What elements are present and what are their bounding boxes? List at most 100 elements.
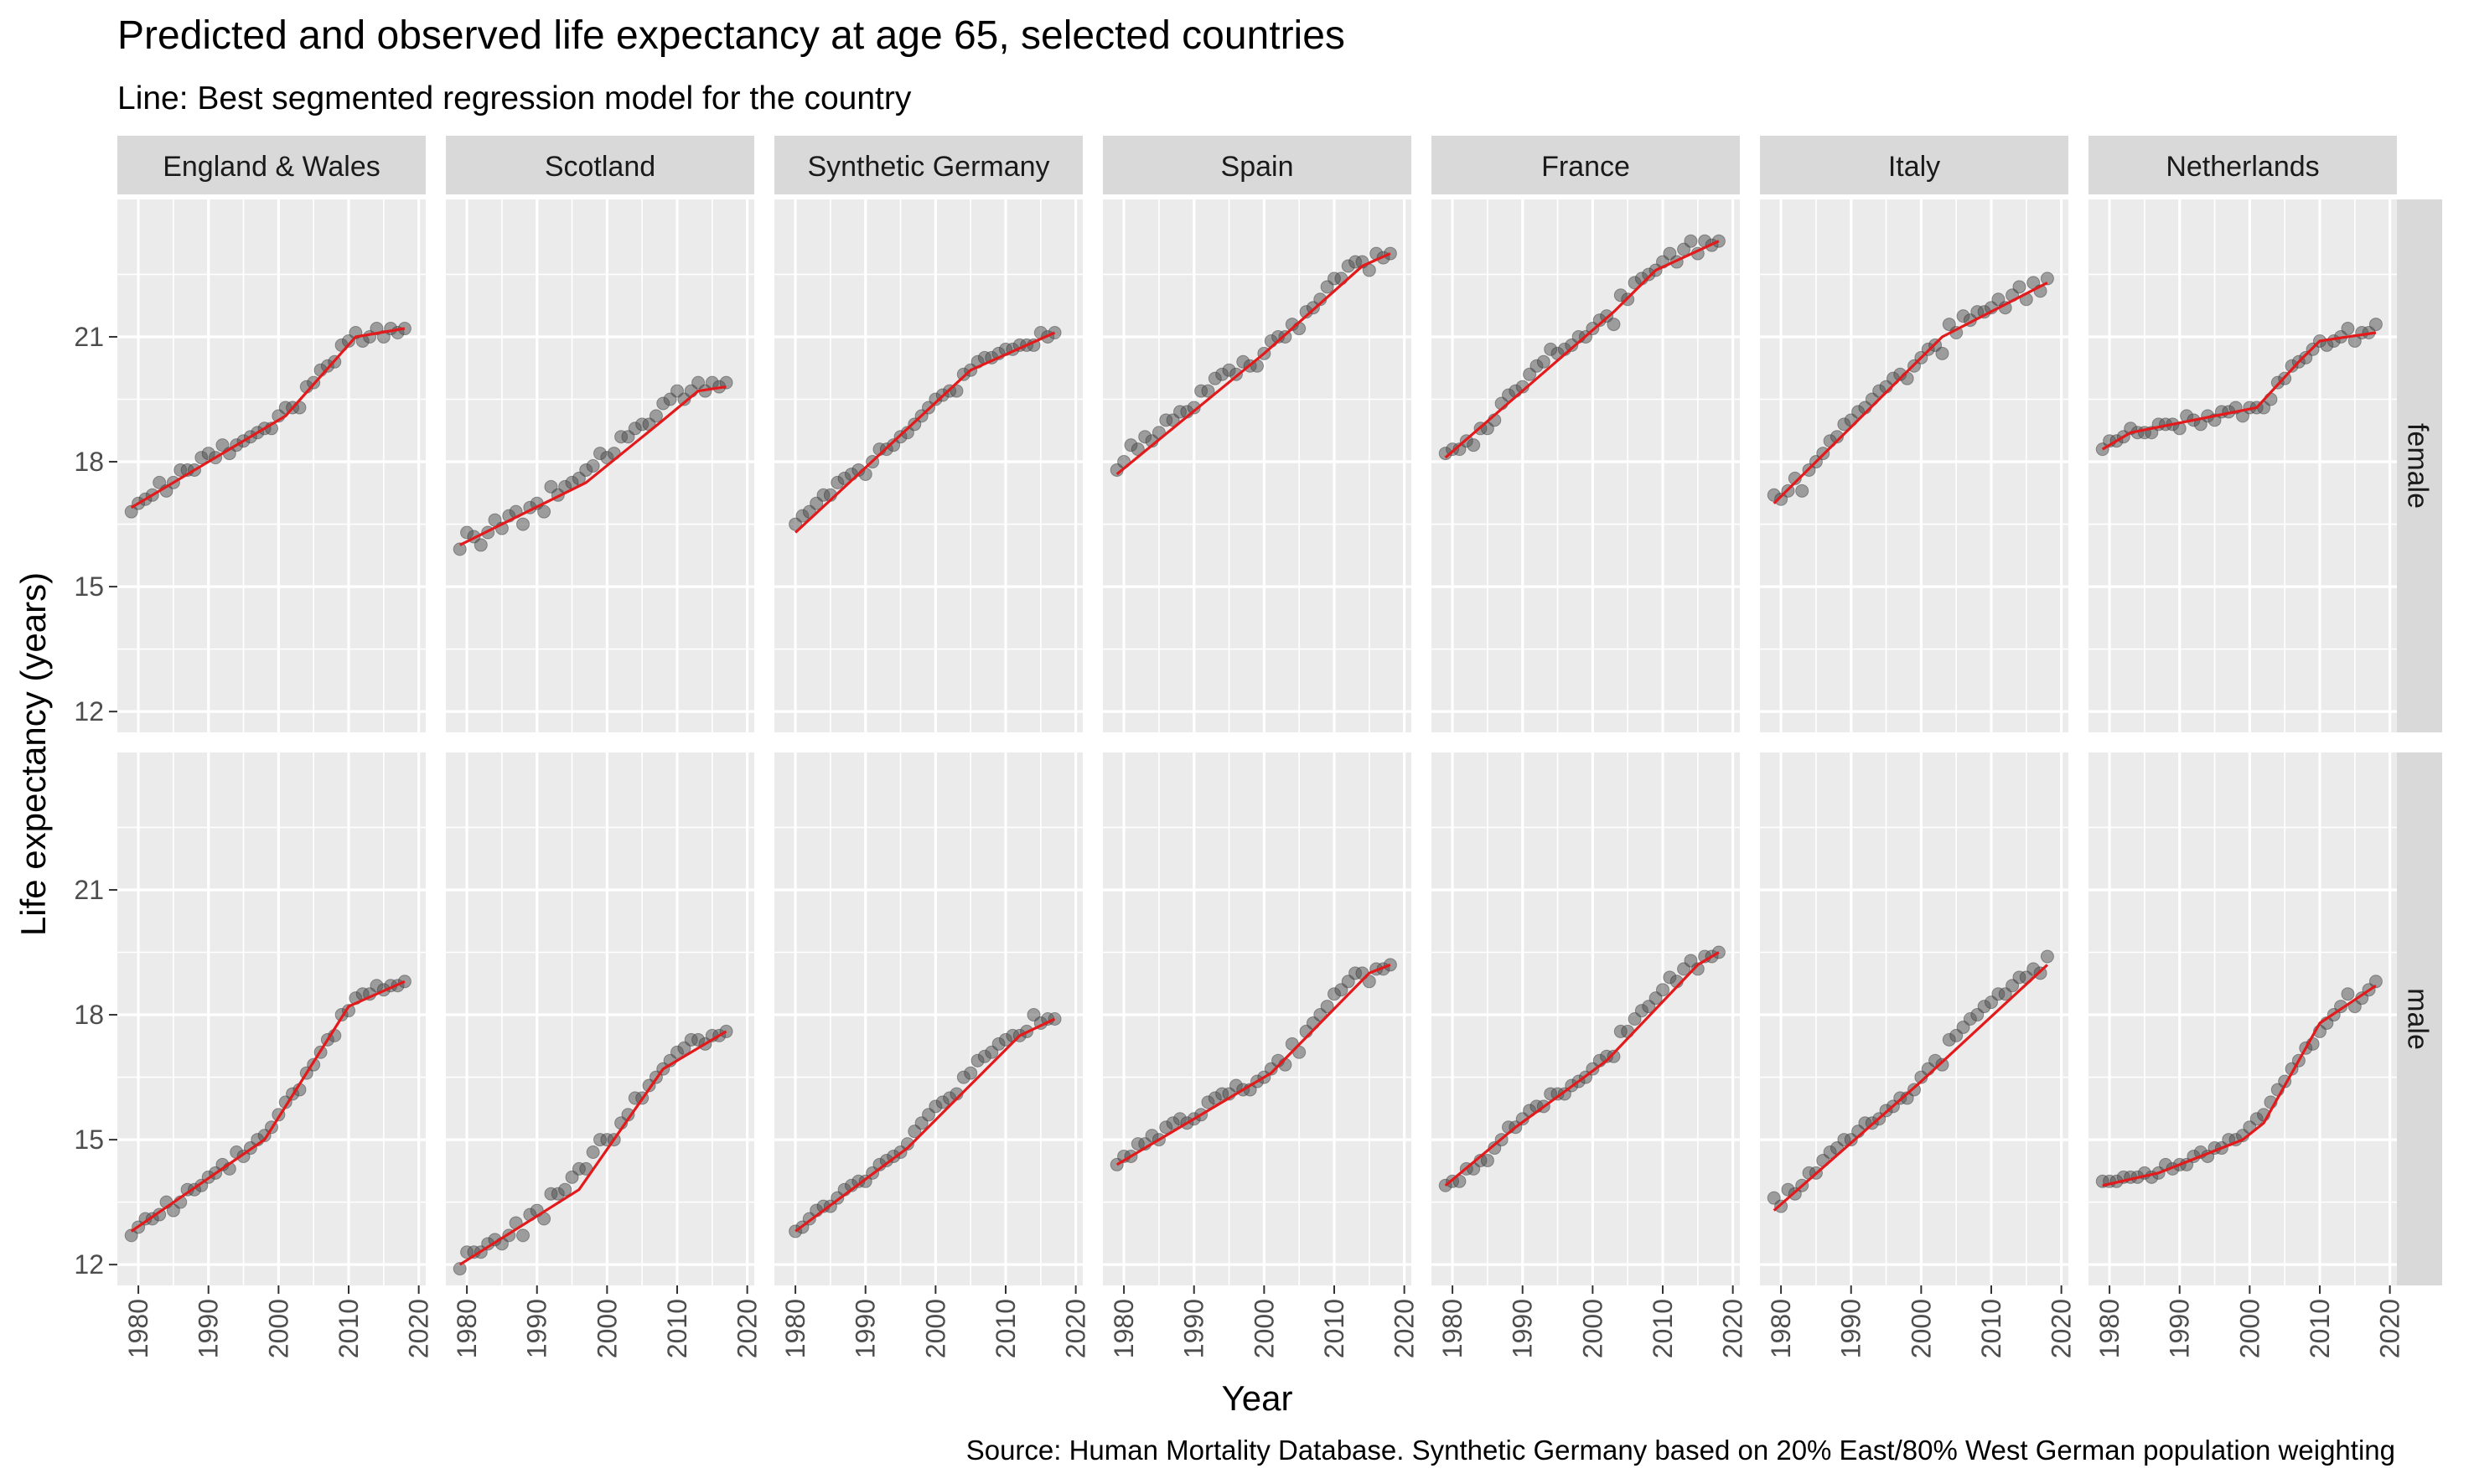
observed-point [1201,384,1215,398]
x-tick-label: 2020 [732,1299,763,1358]
column-strip-label: England & Wales [163,151,380,183]
observed-point [474,538,488,552]
column-strip-scotland [446,136,754,194]
column-strip-england-wales [117,136,426,194]
panel-background [1103,752,1411,1285]
column-strip-label: Synthetic Germany [807,151,1049,183]
observed-point [964,1066,978,1080]
panel-background [117,199,426,732]
observed-point [789,517,803,531]
x-tick-label: 1980 [2094,1299,2125,1358]
column-strip-label: Scotland [545,151,655,183]
x-tick-label: 2000 [592,1299,622,1358]
observed-point [544,479,558,494]
panel-background [1103,199,1411,732]
observed-point [153,475,167,489]
observed-point [537,504,551,519]
observed-point [1166,413,1180,427]
panel-scotland-female [446,199,754,732]
panel-italy-male: 1980 1990 2000 2010 2020 [1760,752,2077,1358]
observed-point [1264,1062,1278,1076]
observed-point [691,375,706,390]
observed-point [453,1262,467,1276]
observed-point [1684,234,1698,248]
panel-england-wales-male: 1980 1990 2000 2010 2020 12 15 18 21 [74,752,434,1358]
x-tick-label: 1980 [123,1299,153,1358]
observed-point [677,392,691,406]
observed-point [1027,1008,1041,1022]
panel-background [1431,199,1740,732]
observed-point [900,1137,914,1151]
panel-france-female [1431,199,1740,732]
observed-point [663,392,677,406]
observed-point [1663,246,1677,261]
chart-title: Predicted and observed life expectancy a… [117,13,1345,58]
observed-point [2040,949,2054,964]
column-strip-label: France [1541,151,1630,183]
observed-point [1935,346,1949,360]
observed-point [1607,318,1621,332]
panel-background [446,199,754,732]
row-strip-male [2394,752,2442,1285]
fit-line [794,331,1056,534]
column-strip-spain [1103,136,1411,194]
x-tick-label: 2010 [1319,1299,1349,1358]
observed-point [1628,1012,1642,1026]
x-tick-label: 2010 [1976,1299,2006,1358]
x-tick-label: 2020 [1718,1299,1748,1358]
observed-point [516,517,530,531]
y-tick-label: 15 [74,571,104,602]
panel-synthetic-germany-male: 1980 1990 2000 2010 2020 [774,752,1091,1358]
row-strip-female [2394,199,2442,732]
observed-point [1711,945,1726,959]
x-tick-label: 2020 [2047,1299,2077,1358]
fit-line [1773,281,2048,504]
x-tick-label: 2000 [2234,1299,2264,1358]
fit-line [2102,984,2377,1187]
column-strip-label: Spain [1221,151,1294,183]
observed-point [1684,954,1698,968]
observed-point [1292,322,1307,336]
observed-point [2040,271,2054,286]
x-tick-label: 1980 [1109,1299,1139,1358]
observed-point [1648,991,1663,1006]
observed-point [1536,354,1550,369]
x-tick-label: 1980 [1766,1299,1796,1358]
observed-point [719,1024,733,1038]
observed-point [1642,1000,1656,1014]
column-strip-label: Netherlands [2166,151,2319,183]
fit-line [1444,240,1720,459]
observed-point [2368,975,2383,989]
observed-point [810,496,824,510]
observed-point [586,1145,600,1159]
observed-point [900,426,914,440]
panel-netherlands-male: 1980 1990 2000 2010 2020 [2088,752,2405,1358]
x-tick-label: 2010 [991,1299,1021,1358]
x-tick-label: 2020 [404,1299,434,1358]
observed-point [124,504,138,519]
observed-point [1334,271,1348,286]
x-tick-label: 1990 [851,1299,881,1358]
observed-point [1467,438,1481,452]
x-tick-label: 1980 [780,1299,810,1358]
x-tick-label: 1990 [1508,1299,1538,1358]
observed-point [1362,975,1376,989]
row-strip-label: female [2402,423,2434,509]
fit-line [1444,951,1720,1187]
observed-point [2341,987,2355,1001]
source-caption: Source: Human Mortality Database. Synthe… [966,1435,2395,1466]
observed-point [342,334,355,348]
observed-point [1991,292,2006,307]
column-strip-synthetic-germany [774,136,1083,194]
observed-point [985,1045,999,1059]
observed-point [1774,492,1788,506]
observed-point [1621,1024,1635,1038]
observed-point [2341,322,2355,336]
observed-point [1935,1057,1949,1072]
x-tick-label: 2020 [2375,1299,2405,1358]
x-tick-label: 1990 [1179,1299,1209,1358]
observed-point [887,438,901,452]
y-tick-label: 18 [74,1000,104,1030]
observed-point [1320,280,1334,294]
observed-point [1383,246,1397,261]
